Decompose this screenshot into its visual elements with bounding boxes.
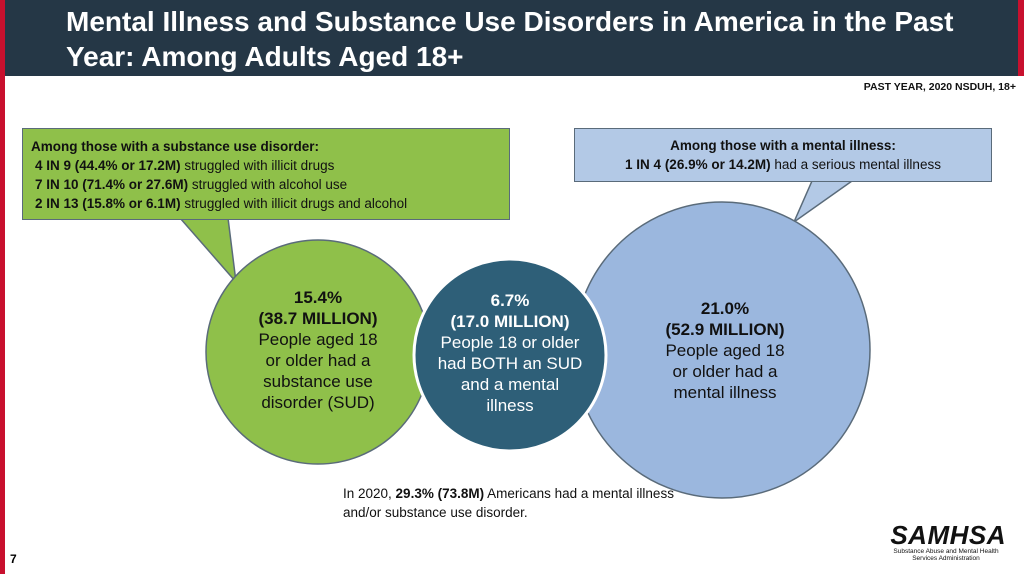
source-label: PAST YEAR, 2020 NSDUH, 18+ [863, 81, 1016, 93]
mi-desc-line: People aged 18 [665, 341, 785, 360]
title-bar [0, 0, 1024, 76]
sud-count: (38.7 MILLION) [258, 309, 378, 328]
samhsa-logo: SAMHSA Substance Abuse and Mental Health… [886, 522, 1006, 562]
mi-callout-line: 1 IN 4 (26.9% or 14.2M) had a serious me… [625, 157, 941, 172]
both-circle-label: 6.7% (17.0 MILLION) People 18 or older h… [420, 290, 600, 416]
sud-desc-line: substance use [263, 372, 373, 391]
sud-desc-line: People aged 18 [258, 330, 378, 349]
mi-circle-label: 21.0% (52.9 MILLION) People aged 18 or o… [630, 298, 820, 403]
both-desc-line: illness [486, 396, 534, 415]
mi-percent: 21.0% [700, 299, 750, 318]
both-desc-line: and a mental [460, 375, 560, 394]
logo-subtitle: Services Administration [912, 555, 980, 562]
both-circle [412, 257, 608, 453]
footnote: In 2020, 29.3% (73.8M) Americans had a m… [343, 486, 674, 520]
both-count: (17.0 MILLION) [450, 312, 570, 331]
sud-circle-label: 15.4% (38.7 MILLION) People aged 18 or o… [232, 287, 404, 413]
left-accent-rule [0, 0, 5, 574]
sud-desc-line: disorder (SUD) [261, 393, 375, 412]
title-bar-accent [1018, 0, 1024, 76]
sud-callout-line: 4 IN 9 (44.4% or 17.2M) struggled with i… [35, 158, 335, 173]
both-percent: 6.7% [490, 291, 530, 310]
mi-count: (52.9 MILLION) [665, 320, 785, 339]
sud-percent: 15.4% [293, 288, 343, 307]
sud-callout-line: 2 IN 13 (15.8% or 6.1M) struggled with i… [35, 196, 408, 211]
both-desc-line: People 18 or older [440, 333, 580, 352]
mi-callout-pointer [792, 180, 855, 225]
page-number: 7 [10, 552, 17, 566]
logo-wordmark: SAMHSA [890, 520, 1006, 550]
mi-desc-line: or older had a [672, 362, 778, 381]
mi-callout-heading: Among those with a mental illness: [670, 138, 896, 153]
both-desc-line: had BOTH an SUD [437, 354, 583, 373]
sud-desc-line: or older had a [265, 351, 371, 370]
mi-desc-line: mental illness [673, 383, 777, 402]
sud-callout-line: 7 IN 10 (71.4% or 27.6M) struggled with … [35, 177, 348, 192]
mi-callout: Among those with a mental illness: 1 IN … [574, 128, 992, 182]
sud-callout: Among those with a substance use disorde… [22, 128, 510, 220]
logo-subtitle: Substance Abuse and Mental Health [893, 548, 999, 555]
sud-callout-pointer [178, 217, 238, 285]
sud-callout-heading: Among those with a substance use disorde… [31, 139, 320, 154]
slide-title: Mental Illness and Substance Use Disorde… [66, 6, 954, 72]
